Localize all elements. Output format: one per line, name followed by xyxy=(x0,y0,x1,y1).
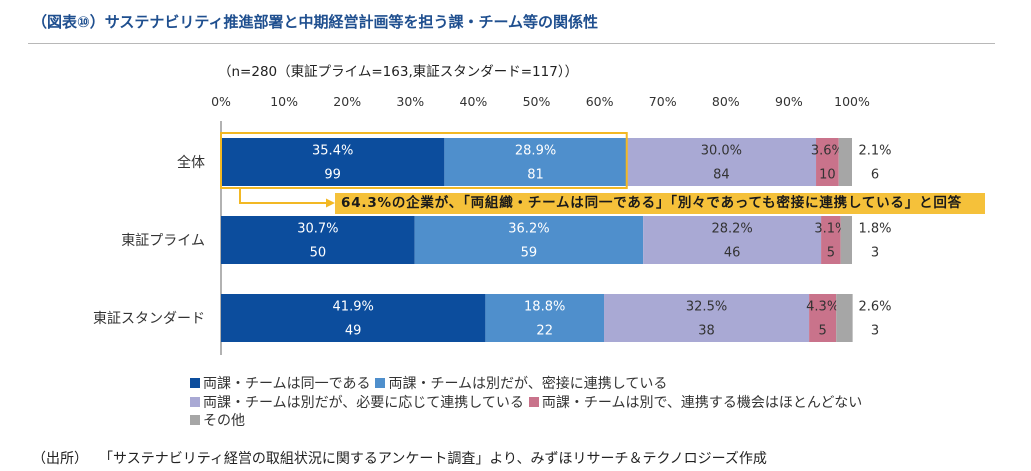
x-tick-label: 70% xyxy=(649,94,677,109)
bar-segment xyxy=(838,138,852,186)
legend-item: その他 xyxy=(190,410,245,430)
x-tick-label: 40% xyxy=(460,94,488,109)
x-tick-label: 80% xyxy=(712,94,740,109)
bar-segment xyxy=(414,216,644,264)
value-label: 41.9% xyxy=(333,300,374,315)
x-tick-label: 20% xyxy=(333,94,361,109)
value-label: 32.5% xyxy=(686,300,727,315)
highlight-box xyxy=(220,132,628,189)
bar-segment xyxy=(836,294,853,342)
legend-row: 両課・チームは同一である 両課・チームは別だが、密接に連携している xyxy=(190,374,867,393)
bar-segment xyxy=(485,294,605,342)
bar-segment xyxy=(840,216,852,264)
legend-swatch xyxy=(190,396,200,407)
count-label: 6 xyxy=(871,168,879,183)
count-label: 99 xyxy=(324,168,341,183)
bar-segment xyxy=(643,216,822,264)
count-label: 10 xyxy=(819,168,836,183)
legend-swatch xyxy=(375,378,386,389)
count-label: 81 xyxy=(527,168,544,183)
bar-segment xyxy=(221,294,486,342)
source-text: 「サステナビリティ経営の取組状況に関するアンケート調査」より、みずほリサーチ＆テ… xyxy=(106,451,767,467)
count-label: 59 xyxy=(521,246,538,261)
arrow-head xyxy=(326,198,335,208)
value-label: 18.8% xyxy=(524,300,565,315)
legend-swatch xyxy=(528,396,539,407)
legend-item: 両課・チームは別だが、必要に応じて連携している xyxy=(190,392,524,412)
bar-segment xyxy=(221,216,415,264)
bar-segment xyxy=(809,294,837,342)
value-label: 2.6% xyxy=(858,300,891,315)
count-label: 49 xyxy=(345,324,362,339)
bar-segment xyxy=(816,138,839,186)
source-note: （出所） 「サステナビリティ経営の取組状況に関するアンケート調査」より、みずほリサ… xyxy=(32,450,767,468)
legend-label: 両課・チームは別だが、必要に応じて連携している xyxy=(203,394,524,411)
bar-segment xyxy=(626,138,817,186)
legend-item: 両課・チームは別で、連携する機会はほとんどない xyxy=(528,392,863,412)
count-label: 50 xyxy=(310,246,327,261)
count-label: 38 xyxy=(698,324,715,339)
x-tick-label: 100% xyxy=(834,94,870,109)
count-label: 3 xyxy=(871,324,879,339)
category-label: 東証スタンダード xyxy=(93,311,205,327)
value-label: 28.2% xyxy=(711,222,752,237)
legend-item: 両課・チームは別だが、密接に連携している xyxy=(375,373,667,393)
legend-label: 両課・チームは同一である xyxy=(203,376,371,393)
legend-label: 両課・チームは別で、連携する機会はほとんどない xyxy=(541,394,863,411)
count-label: 84 xyxy=(713,168,730,183)
value-label: 2.1% xyxy=(858,144,891,159)
legend: 両課・チームは同一である 両課・チームは別だが、密接に連携している 両課・チーム… xyxy=(190,374,867,430)
count-label: 5 xyxy=(827,246,835,261)
bar-segment xyxy=(444,138,627,186)
count-label: 46 xyxy=(724,246,741,261)
x-tick-label: 30% xyxy=(396,94,424,109)
value-label: 1.8% xyxy=(858,222,891,237)
value-label: 30.0% xyxy=(701,144,742,159)
legend-row: その他 xyxy=(190,411,867,430)
count-label: 3 xyxy=(871,246,879,261)
bar-segment xyxy=(221,138,445,186)
count-label: 22 xyxy=(536,324,553,339)
x-tick-label: 50% xyxy=(523,94,551,109)
value-label: 28.9% xyxy=(515,144,556,159)
legend-label: 両課・チームは別だが、密接に連携している xyxy=(388,376,668,393)
title-divider xyxy=(28,43,995,44)
legend-row: 両課・チームは別だが、必要に応じて連携している 両課・チームは別で、連携する機会… xyxy=(190,393,867,412)
callout-arrow xyxy=(239,188,327,204)
legend-swatch xyxy=(190,415,200,426)
value-label: 3.1% xyxy=(814,222,847,237)
x-tick-label: 60% xyxy=(586,94,614,109)
value-label: 30.7% xyxy=(297,222,338,237)
x-tick-label: 0% xyxy=(211,94,231,109)
value-label: 3.6% xyxy=(811,144,844,159)
chart-subtitle: （n=280（東証プライム=163,東証スタンダード=117）） xyxy=(218,64,579,80)
legend-item: 両課・チームは同一である xyxy=(190,373,370,393)
annotation-callout: 64.3%の企業が、「両組織・チームは同一である」「別々であっても密接に連携して… xyxy=(335,193,985,214)
x-tick-label: 90% xyxy=(775,94,803,109)
x-tick-label: 10% xyxy=(270,94,298,109)
legend-swatch xyxy=(190,378,200,389)
value-label: 36.2% xyxy=(508,222,549,237)
legend-label: その他 xyxy=(203,413,245,430)
value-label: 4.3% xyxy=(806,300,839,315)
source-label: （出所） xyxy=(32,451,88,467)
category-label: 東証プライム xyxy=(121,233,205,249)
value-label: 35.4% xyxy=(312,144,353,159)
category-label: 全体 xyxy=(177,154,205,171)
bar-segment xyxy=(604,294,810,342)
chart-title: （図表⑩）サステナビリティ推進部署と中期経営計画等を担う課・チーム等の関係性 xyxy=(32,13,599,31)
bar-segment xyxy=(821,216,841,264)
count-label: 5 xyxy=(819,324,827,339)
